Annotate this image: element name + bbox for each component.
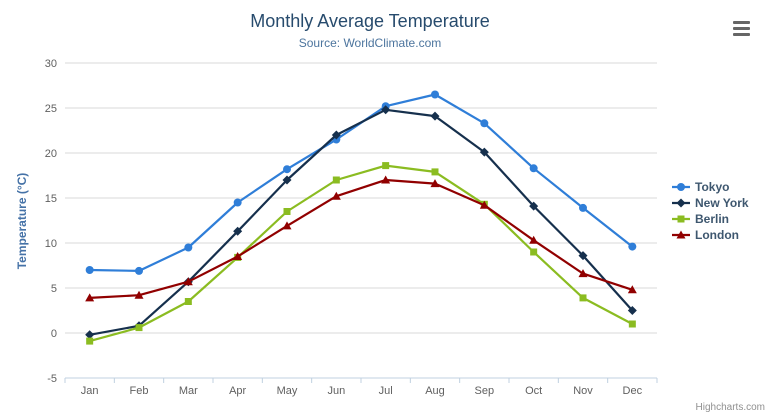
series-berlin-marker-jul[interactable] <box>382 162 390 170</box>
x-axis-label: Jun <box>327 385 345 397</box>
series-tokyo-marker-nov[interactable] <box>579 203 587 212</box>
y-axis-title: Temperature (°C) <box>15 172 29 270</box>
series-london-marker-may[interactable] <box>282 221 292 230</box>
hamburger-menu-icon[interactable] <box>732 20 753 37</box>
series-tokyo-marker-sep[interactable] <box>480 119 489 128</box>
x-axis-label: Dec <box>623 385 643 397</box>
y-axis-label: 0 <box>51 328 57 340</box>
hamburger-bar <box>733 33 750 36</box>
series-tokyo-marker-feb[interactable] <box>135 266 143 275</box>
y-axis-label: 30 <box>45 58 57 70</box>
legend-label-london: London <box>695 228 739 242</box>
x-axis-label: Nov <box>573 385 593 397</box>
legend-label-berlin: Berlin <box>695 212 730 226</box>
series-new-york-marker-nov[interactable] <box>578 251 588 261</box>
series-tokyo-marker-jan[interactable] <box>85 266 94 274</box>
series-berlin-marker-feb[interactable] <box>135 324 143 332</box>
series-tokyo-marker-dec[interactable] <box>628 242 637 251</box>
series-new-york-marker-apr[interactable] <box>233 226 243 236</box>
x-axis-label: Sep <box>475 385 495 397</box>
series-new-york-marker-oct[interactable] <box>529 201 539 211</box>
series-berlin-marker-jun[interactable] <box>332 176 340 184</box>
series-london-marker-jun[interactable] <box>331 191 341 200</box>
y-axis-label: 5 <box>51 283 57 295</box>
legend-label-new-york: New York <box>695 196 749 210</box>
legend-item-tokyo[interactable]: Tokyo <box>672 179 749 195</box>
series-london-marker-apr[interactable] <box>233 252 243 260</box>
series-berlin-marker-may[interactable] <box>283 208 291 215</box>
x-axis-label: May <box>277 385 298 397</box>
x-axis-label: Aug <box>425 385 445 397</box>
x-axis-label: Oct <box>525 385 542 397</box>
series-berlin-marker-oct[interactable] <box>530 248 538 256</box>
series-london-marker-aug[interactable] <box>430 179 440 188</box>
square-marker-icon <box>672 215 690 223</box>
x-axis-label: Feb <box>130 385 149 397</box>
legend-item-berlin[interactable]: Berlin <box>672 211 749 227</box>
series-london-marker-jul[interactable] <box>381 175 391 184</box>
y-axis-label: 25 <box>45 103 57 115</box>
y-axis-label: -5 <box>47 373 57 385</box>
chart-subtitle: Source: WorldClimate.com <box>298 36 442 50</box>
series-london-marker-nov[interactable] <box>578 269 588 278</box>
series-new-york-marker-jun[interactable] <box>331 130 341 140</box>
hamburger-bar <box>733 27 750 30</box>
series-new-york-marker-may[interactable] <box>282 175 292 185</box>
series-new-york-marker-dec[interactable] <box>627 306 637 315</box>
series-tokyo-marker-may[interactable] <box>283 165 291 174</box>
series-tokyo-marker-mar[interactable] <box>184 243 193 252</box>
series-berlin-marker-dec[interactable] <box>628 320 636 328</box>
series-london-marker-sep[interactable] <box>479 200 489 209</box>
legend: Tokyo New York Berlin London <box>672 179 749 243</box>
y-axis-label: 15 <box>45 193 57 205</box>
series-london-marker-feb[interactable] <box>134 290 144 299</box>
series-berlin-marker-nov[interactable] <box>579 294 587 302</box>
series-tokyo-marker-apr[interactable] <box>233 198 242 207</box>
series-berlin-marker-jan[interactable] <box>86 337 94 345</box>
legend-label-tokyo: Tokyo <box>695 180 730 194</box>
y-axis-label: 20 <box>45 148 57 160</box>
x-axis-label: Mar <box>179 385 198 397</box>
legend-item-new-york[interactable]: New York <box>672 195 749 211</box>
series-berlin-marker-aug[interactable] <box>431 168 439 176</box>
series-new-york-marker-sep[interactable] <box>479 147 489 157</box>
series-london-line[interactable] <box>88 178 634 299</box>
series-tokyo-line[interactable] <box>88 93 634 272</box>
series-new-york-marker-aug[interactable] <box>430 111 440 121</box>
y-axis-label: 10 <box>45 238 57 250</box>
chart-title: Monthly Average Temperature <box>250 11 490 31</box>
series-new-york-marker-jul[interactable] <box>381 105 391 115</box>
x-axis-label: Jan <box>81 385 99 397</box>
x-axis-label: Apr <box>229 385 246 397</box>
series-london-marker-dec[interactable] <box>627 285 637 294</box>
series-tokyo-marker-oct[interactable] <box>529 164 538 173</box>
series-new-york-line[interactable] <box>88 108 634 336</box>
legend-item-london[interactable]: London <box>672 227 749 243</box>
diamond-marker-icon <box>672 198 690 208</box>
series-london-marker-jan[interactable] <box>85 293 95 302</box>
series-london-marker-oct[interactable] <box>529 235 539 244</box>
series-berlin-marker-mar[interactable] <box>184 298 192 305</box>
hamburger-bar <box>733 21 750 24</box>
series-london-marker-mar[interactable] <box>183 277 193 286</box>
series-berlin-line[interactable] <box>88 164 634 343</box>
triangle-marker-icon <box>672 230 690 239</box>
series-tokyo-marker-aug[interactable] <box>431 90 439 99</box>
highcharts-credit[interactable]: Highcharts.com <box>695 402 765 413</box>
circle-marker-icon <box>672 183 690 191</box>
x-axis-label: Jul <box>379 385 393 397</box>
series-new-york-marker-jan[interactable] <box>85 330 95 340</box>
